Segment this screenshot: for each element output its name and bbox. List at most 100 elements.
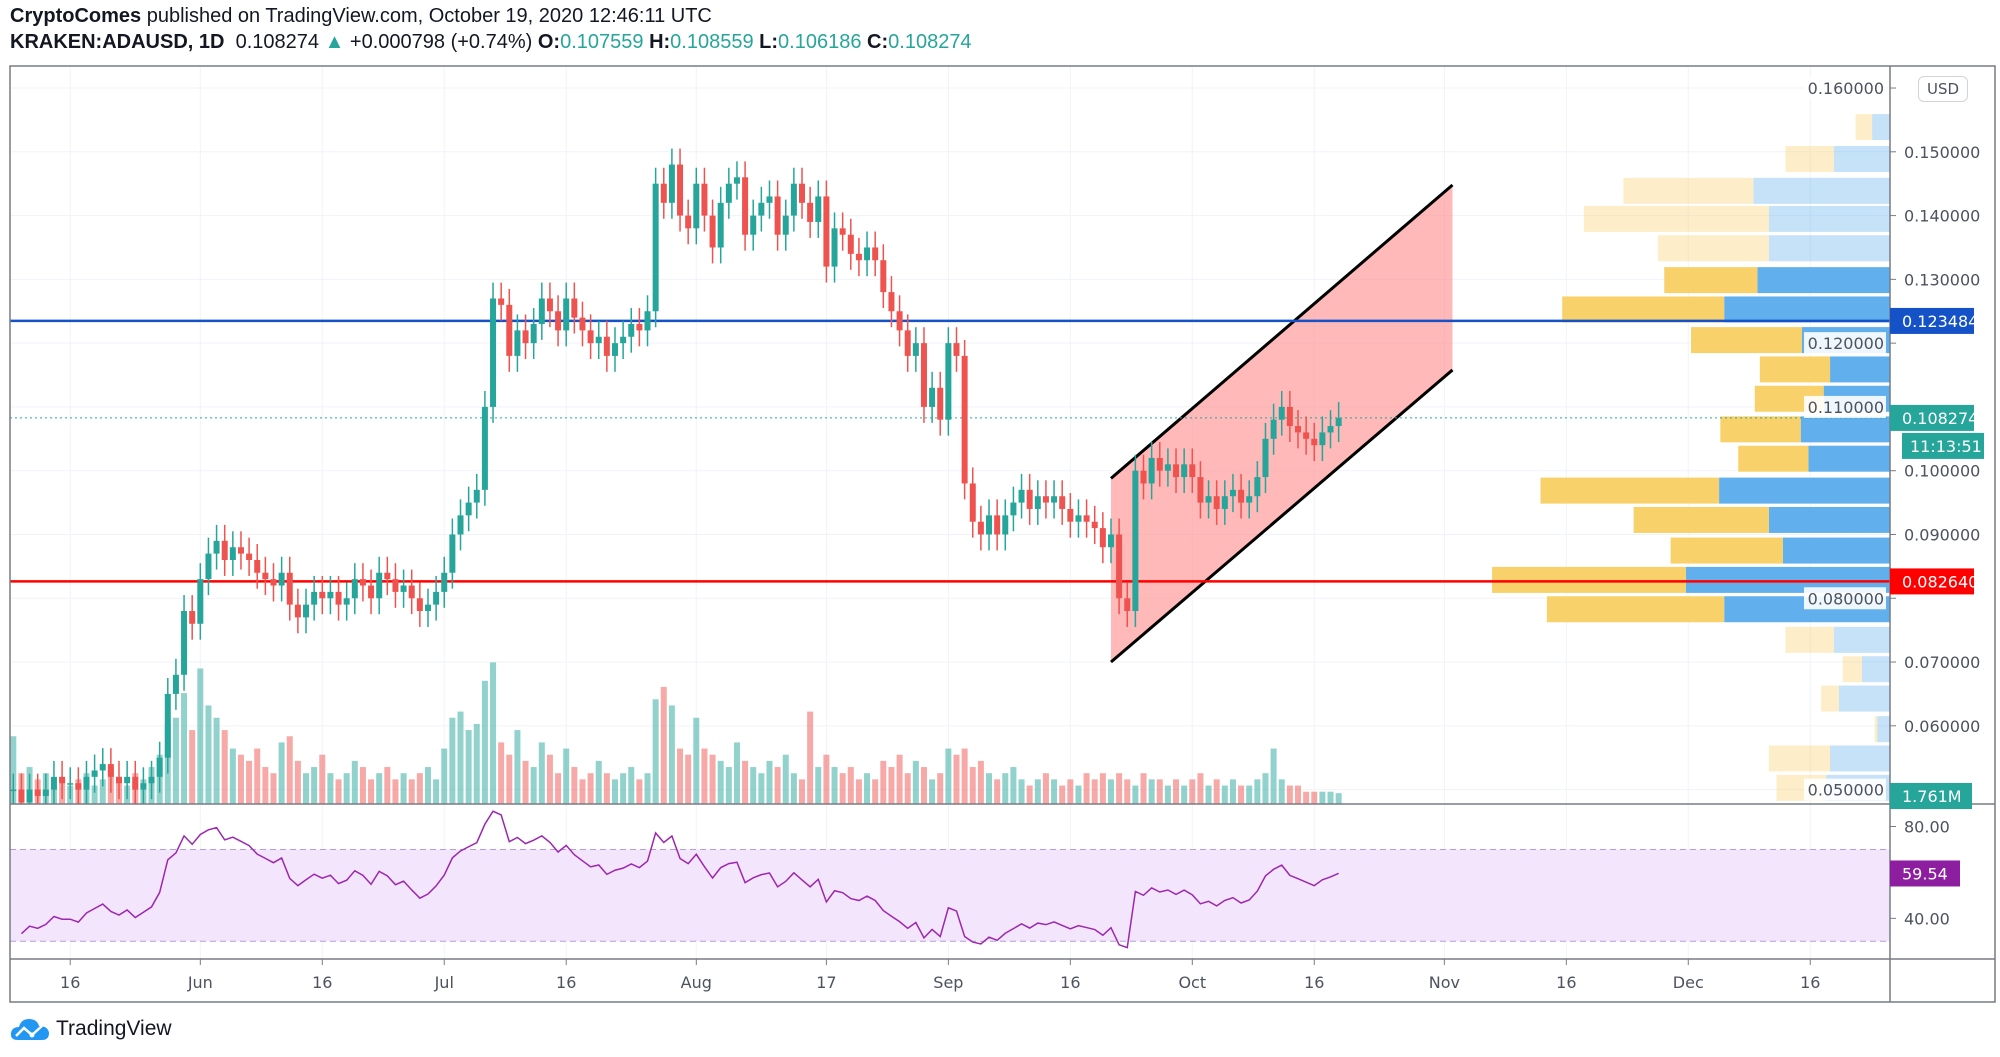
candle-body <box>416 598 423 612</box>
volume-bar <box>1164 785 1171 804</box>
candle-body <box>709 215 716 248</box>
candle-body <box>1327 426 1334 433</box>
candle-body <box>652 183 659 312</box>
volume-bar <box>278 742 285 804</box>
price-tick-label: 0.100000 <box>1904 462 1980 481</box>
volume-profile-up-bar <box>1719 477 1890 504</box>
candle-body <box>213 540 220 554</box>
volume-bar <box>270 773 277 804</box>
volume-bar <box>392 779 399 804</box>
level-price-label-bg <box>1890 568 1974 595</box>
price-tick-label: 0.150000 <box>1904 143 1980 162</box>
volume-bar <box>246 760 253 804</box>
up-arrow-icon: ▲ <box>324 31 345 53</box>
countdown-bg <box>1902 432 1984 459</box>
countdown-label: 11:13:51 <box>1910 437 1982 456</box>
candle-body <box>1270 419 1277 439</box>
volume-bar <box>603 773 610 804</box>
candle-body <box>1246 496 1253 503</box>
volume-profile-down-bar <box>1664 267 1758 294</box>
candle-body <box>522 330 529 344</box>
candle-body <box>359 579 366 586</box>
candle-body <box>977 521 984 535</box>
footer-brand[interactable]: TradingView <box>56 1017 172 1040</box>
volume-bar <box>465 730 472 804</box>
volume-bar <box>766 760 773 804</box>
volume-profile-up-bar <box>1830 356 1890 383</box>
currency-button[interactable]: USD <box>1918 76 1968 102</box>
volume-bar <box>1294 785 1301 804</box>
candle-body <box>1238 489 1245 503</box>
candle-body <box>465 502 472 516</box>
volume-bar <box>611 779 618 804</box>
candle-body <box>75 783 82 790</box>
candle-body <box>1286 406 1293 427</box>
time-tick-label: 16 <box>60 973 80 992</box>
candle-body <box>197 579 204 624</box>
footer: TradingView <box>10 1016 172 1042</box>
volume-bar <box>701 748 708 804</box>
candle-body <box>1311 438 1318 446</box>
candle-body <box>1262 438 1269 478</box>
candle-body <box>1197 477 1204 503</box>
price-tick-label: 0.050000 <box>1808 781 1884 800</box>
volume-bar <box>920 767 927 804</box>
volume-bar <box>1270 748 1277 804</box>
volume-bar <box>1262 773 1269 804</box>
volume-bar <box>1229 779 1236 804</box>
candle-body <box>327 591 334 599</box>
time-tick-label: Jun <box>187 973 213 992</box>
time-tick-label: 16 <box>1304 973 1324 992</box>
volume-bar <box>953 754 960 804</box>
volume-bar <box>571 767 578 804</box>
price-tick-label-bg <box>1804 332 1886 355</box>
candle-body <box>611 343 618 356</box>
time-tick-label: Jul <box>434 973 454 992</box>
volume-bar <box>815 767 822 804</box>
volume-bar <box>490 662 497 804</box>
candle-body <box>790 183 797 216</box>
volume-bar <box>750 767 757 804</box>
candle-body <box>1213 496 1220 509</box>
volume-bar <box>319 754 326 804</box>
volume-bar <box>790 773 797 804</box>
volume-profile-down-bar <box>1546 596 1725 623</box>
close-value: 0.108274 <box>888 31 972 53</box>
volume-profile-up-bar <box>1833 626 1890 653</box>
candle-body <box>490 298 497 407</box>
price-tick-label: 0.080000 <box>1808 589 1884 608</box>
candle-body <box>563 298 570 331</box>
candle-body <box>733 177 740 184</box>
candle-body <box>742 177 749 235</box>
candle-body <box>181 611 188 675</box>
open-label: O: <box>537 31 561 53</box>
candle-body <box>254 559 261 573</box>
volume-bar <box>303 773 310 804</box>
candle-body <box>376 572 383 599</box>
volume-bar <box>1221 785 1228 804</box>
candle-body <box>1107 534 1114 548</box>
volume-bar <box>677 748 684 804</box>
volume-bar <box>1173 779 1180 804</box>
volume-bar <box>327 773 334 804</box>
candle-body <box>1002 515 1009 535</box>
candle-body <box>1132 470 1139 612</box>
volume-bar <box>1335 793 1342 804</box>
close-label: C: <box>867 31 889 53</box>
volume-bar <box>1197 773 1204 804</box>
candle-body <box>1173 464 1180 478</box>
candle-body <box>701 183 708 216</box>
volume-bar <box>481 680 488 804</box>
candle-body <box>10 789 17 792</box>
author-name[interactable]: CryptoComes <box>10 5 142 27</box>
volume-bar <box>912 760 919 804</box>
volume-bar <box>286 736 293 804</box>
volume-bar <box>498 742 505 804</box>
volume-bar <box>1091 779 1098 804</box>
candle-body <box>579 317 586 331</box>
candle-body <box>1059 496 1066 509</box>
open-value: 0.107559 <box>560 31 644 53</box>
volume-bar <box>693 717 700 804</box>
candle-body <box>1075 515 1082 522</box>
